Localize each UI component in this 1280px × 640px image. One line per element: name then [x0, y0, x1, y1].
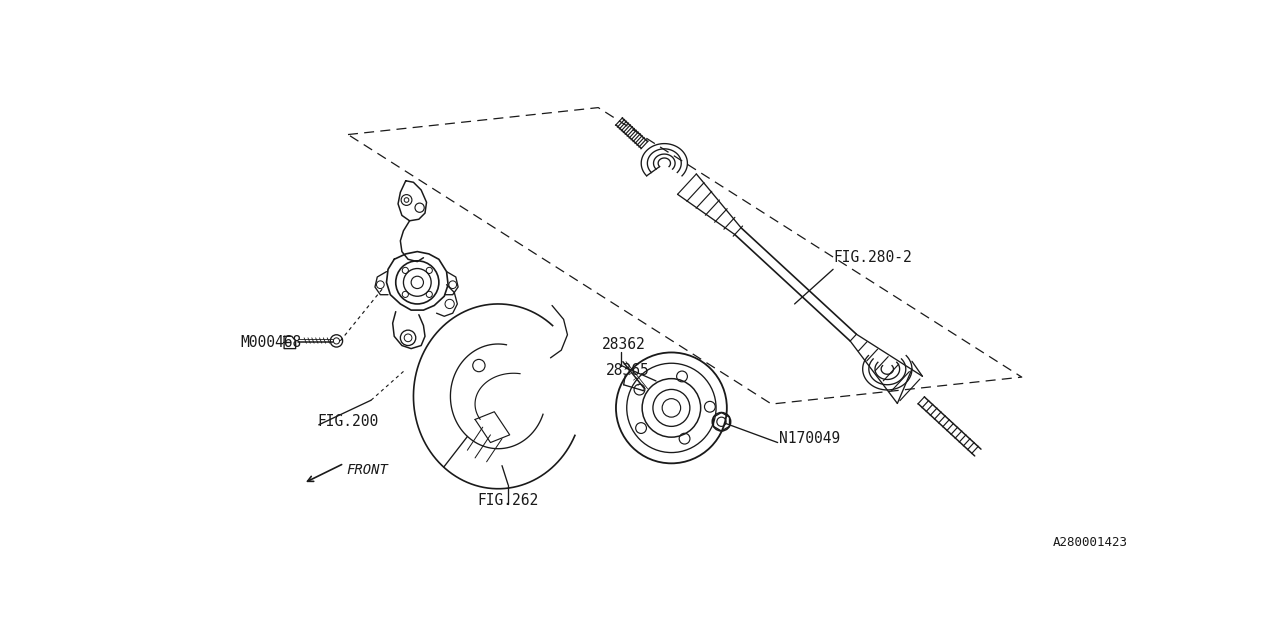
Text: 28365: 28365 — [605, 364, 650, 378]
Text: FRONT: FRONT — [347, 463, 388, 477]
Text: FIG.262: FIG.262 — [477, 493, 539, 508]
Text: 28362: 28362 — [602, 337, 646, 352]
Text: A280001423: A280001423 — [1052, 536, 1128, 549]
Text: FIG.280-2: FIG.280-2 — [833, 250, 911, 265]
Text: M000468: M000468 — [241, 335, 302, 350]
Text: N170049: N170049 — [780, 431, 841, 446]
Text: FIG.200: FIG.200 — [317, 414, 379, 429]
